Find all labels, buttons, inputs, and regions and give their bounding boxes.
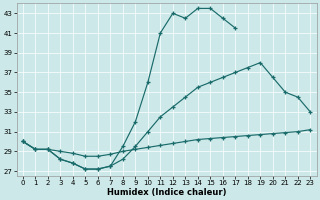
X-axis label: Humidex (Indice chaleur): Humidex (Indice chaleur) xyxy=(107,188,226,197)
